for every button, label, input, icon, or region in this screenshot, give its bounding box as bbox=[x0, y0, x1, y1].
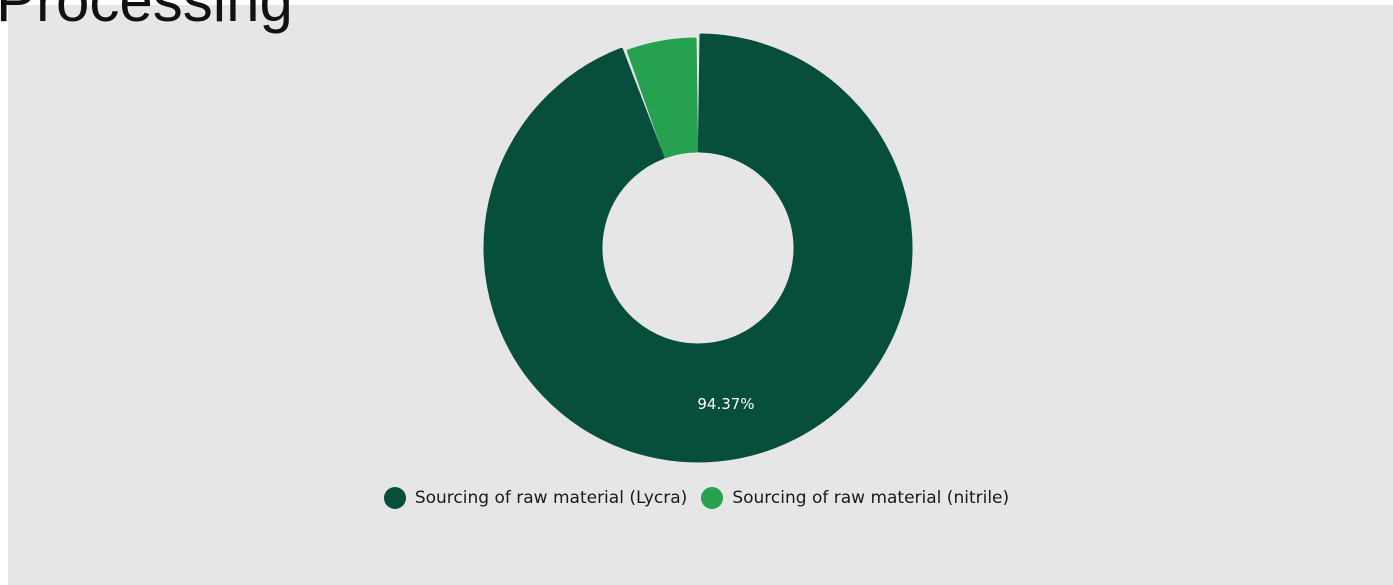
legend-label-lycra: Sourcing of raw material (Lycra) bbox=[414, 488, 688, 508]
legend-item-lycra[interactable]: Sourcing of raw material (Lycra) bbox=[383, 487, 688, 509]
legend-swatch-lycra bbox=[383, 487, 406, 509]
data-label-lycra: 94.37% bbox=[697, 395, 754, 413]
slice-lycra[interactable] bbox=[483, 33, 913, 463]
legend-label-nitrile: Sourcing of raw material (nitrile) bbox=[732, 488, 1010, 508]
page-title: Processing bbox=[0, 0, 293, 34]
slice-nitrile[interactable] bbox=[626, 37, 699, 159]
legend-item-nitrile[interactable]: Sourcing of raw material (nitrile) bbox=[701, 487, 1009, 509]
chart-legend: Sourcing of raw material (Lycra) Sourcin… bbox=[0, 487, 1393, 509]
legend-swatch-nitrile bbox=[701, 487, 724, 509]
